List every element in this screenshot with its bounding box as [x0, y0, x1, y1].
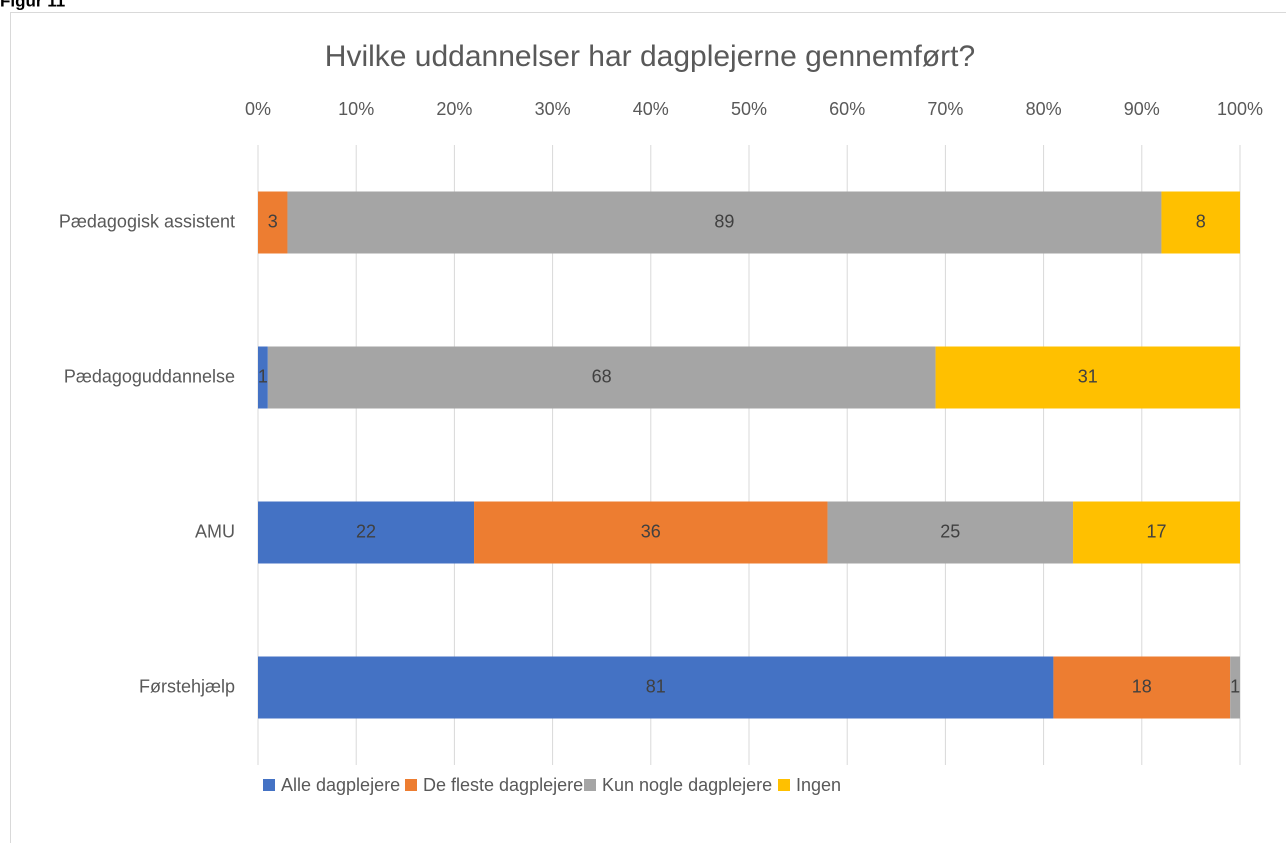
y-tick-label: Pædagogisk assistent [59, 211, 235, 231]
legend-swatch [778, 779, 790, 791]
bar-segment [267, 346, 936, 409]
legend-swatch [405, 779, 417, 791]
legend-swatch [263, 779, 275, 791]
x-tick-label: 80% [1026, 99, 1062, 119]
legend-label: Ingen [796, 775, 841, 795]
bar-segment [258, 501, 475, 564]
y-tick-label: Førstehjælp [139, 676, 235, 696]
bar-segment [258, 191, 288, 254]
data-label: 8 [1196, 211, 1206, 231]
x-tick-label: 10% [338, 99, 374, 119]
y-tick-label: AMU [195, 521, 235, 541]
bar-segment [935, 346, 1240, 409]
bar-segment [1161, 191, 1240, 254]
data-label: 89 [714, 211, 734, 231]
data-label: 1 [1230, 676, 1240, 696]
bar-segment [474, 501, 828, 564]
chart-title: Hvilke uddannelser har dagplejerne genne… [325, 40, 975, 73]
legend-label: Alle dagplejere [281, 775, 400, 795]
x-tick-label: 40% [633, 99, 669, 119]
data-label: 3 [268, 211, 278, 231]
bar-segment [287, 191, 1162, 254]
data-label: 22 [356, 521, 376, 541]
data-label: 36 [641, 521, 661, 541]
x-tick-label: 90% [1124, 99, 1160, 119]
bar-segment [1073, 501, 1240, 564]
bar-segment [1230, 656, 1240, 719]
data-label: 1 [258, 366, 268, 386]
data-label: 31 [1078, 366, 1098, 386]
bar-segment [1053, 656, 1231, 719]
legend-label: De fleste dagplejere [423, 775, 583, 795]
data-label: 18 [1132, 676, 1152, 696]
legend-label: Kun nogle dagplejere [602, 775, 772, 795]
data-label: 25 [940, 521, 960, 541]
x-tick-label: 30% [535, 99, 571, 119]
data-label: 81 [646, 676, 666, 696]
y-tick-label: Pædagoguddannelse [64, 366, 235, 386]
x-tick-label: 20% [436, 99, 472, 119]
bar-segment [258, 346, 268, 409]
x-tick-label: 70% [927, 99, 963, 119]
legend-swatch [584, 779, 596, 791]
data-label: 68 [592, 366, 612, 386]
x-tick-label: 100% [1217, 99, 1263, 119]
x-tick-label: 50% [731, 99, 767, 119]
figure-label: Figur 11 [0, 0, 65, 10]
x-tick-label: 0% [245, 99, 271, 119]
bar-segment [827, 501, 1074, 564]
x-tick-label: 60% [829, 99, 865, 119]
bar-segment [258, 656, 1054, 719]
data-label: 17 [1147, 521, 1167, 541]
